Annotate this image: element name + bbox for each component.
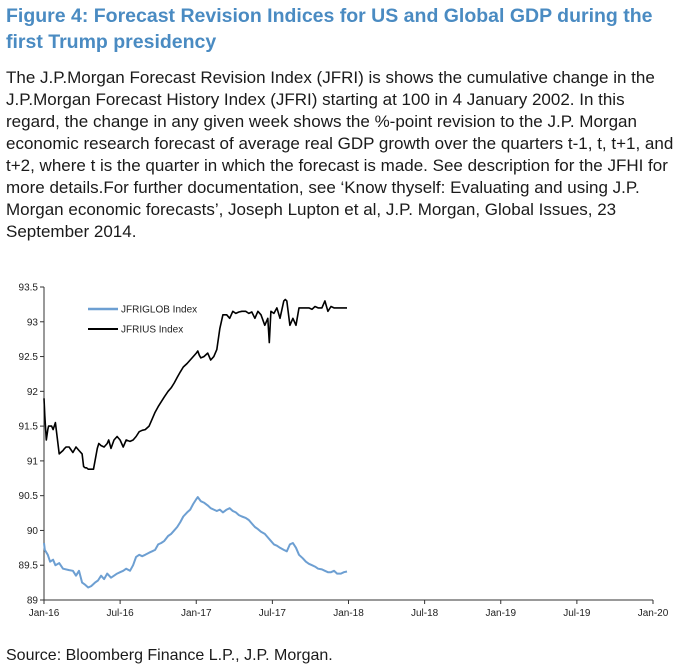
x-tick-label: Jul-19 xyxy=(563,608,591,619)
figure-description: The J.P.Morgan Forecast Revision Index (… xyxy=(6,68,674,241)
y-tick-label: 90.5 xyxy=(19,491,39,502)
y-tick-label: 93 xyxy=(27,317,39,328)
y-tick-label: 91.5 xyxy=(19,422,39,433)
x-tick-label: Jul-17 xyxy=(259,608,287,619)
chart-series xyxy=(43,298,348,589)
x-axis-ticks: Jan-16 Jul-16 Jan-17 Jul-17 Jan-18 Jul-18 Jan-… xyxy=(29,600,669,619)
series-line-jfrius xyxy=(43,298,347,470)
figure-title: Figure 4: Forecast Revision Indices for … xyxy=(6,5,653,53)
x-tick-label: Jan-19 xyxy=(485,608,516,619)
y-tick-label: 93.5 xyxy=(19,283,39,294)
y-axis-ticks: 93.5 93 92.5 92 91.5 91 90.5 90 89.5 89 xyxy=(19,283,44,607)
legend-label-jfrius: JFRIUS Index xyxy=(121,325,183,336)
x-tick-label: Jan-17 xyxy=(181,608,212,619)
legend-label-jfriglob: JFRIGLOB Index xyxy=(121,305,197,316)
y-tick-label: 91 xyxy=(27,456,39,467)
y-tick-label: 89 xyxy=(27,596,39,607)
x-tick-label: Jul-16 xyxy=(107,608,135,619)
line-chart: 93.5 93 92.5 92 91.5 91 90.5 90 89.5 89 Jan-16 Jul… xyxy=(19,283,669,620)
y-tick-label: 89.5 xyxy=(19,561,39,572)
x-tick-label: Jan-18 xyxy=(333,608,364,619)
chart-legend: JFRIGLOB Index JFRIUS Index xyxy=(88,305,197,336)
x-tick-label: Jan-16 xyxy=(29,608,60,619)
x-tick-label: Jan-20 xyxy=(638,608,669,619)
figure-source: Source: Bloomberg Finance L.P., J.P. Mor… xyxy=(6,647,333,664)
y-tick-label: 92 xyxy=(27,387,39,398)
y-tick-label: 92.5 xyxy=(19,352,39,363)
series-line-jfriglob xyxy=(43,496,348,589)
y-tick-label: 90 xyxy=(27,526,39,537)
x-tick-label: Jul-18 xyxy=(411,608,439,619)
